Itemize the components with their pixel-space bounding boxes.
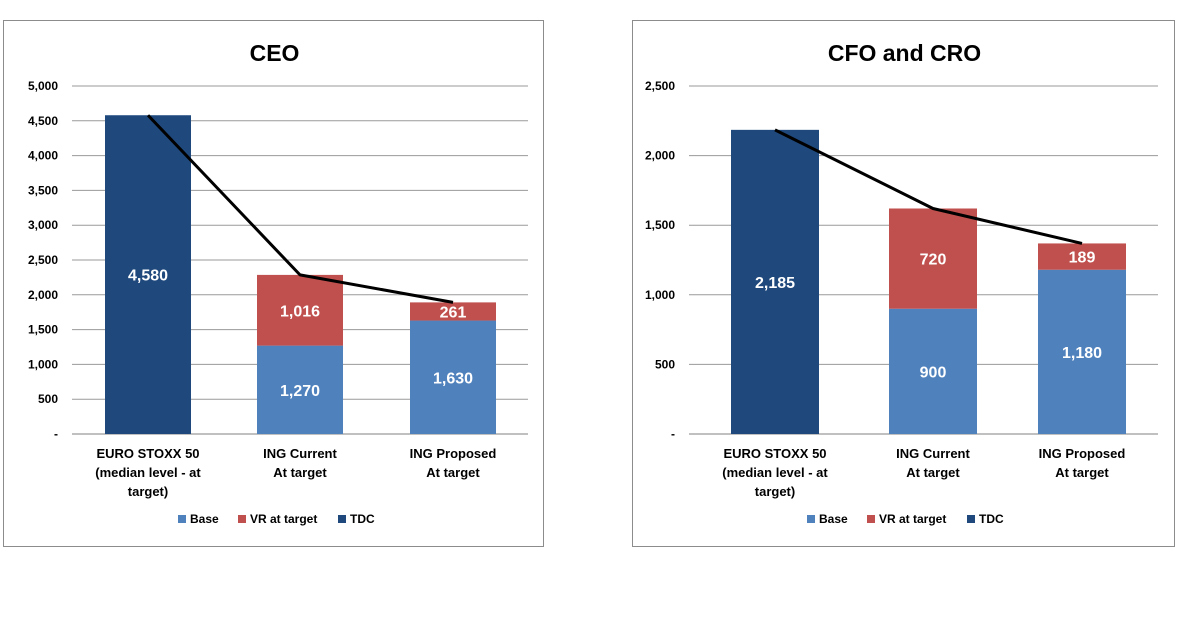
data-label: 261: [440, 304, 467, 321]
y-tick-label: 1,000: [28, 357, 58, 371]
legend-label: Base: [819, 512, 848, 526]
cfo-cro-chart-panel: CFO and CRO - 500 1,000 1,500 2,000 2,500 2,185…: [632, 20, 1175, 547]
bar-vr-at-target: [1038, 243, 1126, 270]
data-label: 1,180: [1062, 345, 1102, 362]
data-label: 720: [920, 252, 947, 269]
legend-label: TDC: [350, 512, 375, 526]
tdc-line: [146, 114, 454, 304]
category-label: (median level - at: [722, 465, 828, 480]
bar-tdc: [731, 129, 819, 434]
category-label: ING Current: [896, 446, 970, 461]
data-label: 900: [920, 364, 947, 381]
category-label: ING Proposed: [1039, 446, 1126, 461]
y-tick-label: 2,000: [28, 288, 58, 302]
y-tick-label: -: [54, 427, 58, 441]
legend-swatch: [178, 515, 186, 523]
legend-swatch: [238, 515, 246, 523]
bar-tdc: [105, 115, 191, 435]
chart-title: CEO: [250, 40, 300, 66]
y-tick-label: 2,500: [28, 253, 58, 267]
legend-swatch: [967, 515, 975, 523]
legend-label: Base: [190, 512, 219, 526]
category-label: target): [128, 484, 168, 499]
category-label: ING Proposed: [410, 446, 497, 461]
category-label: ING Current: [263, 446, 337, 461]
legend-label: VR at target: [250, 512, 317, 526]
ceo-chart: CEO - 500 1,000 1,500 2,000 2,500 3,000 3,500 4,0…: [28, 40, 528, 526]
y-tick-label: -: [671, 427, 675, 441]
cfo-cro-chart: CFO and CRO - 500 1,000 1,500 2,000 2,500 2,185…: [645, 40, 1158, 526]
y-tick-label: 3,000: [28, 218, 58, 232]
legend-label: TDC: [979, 512, 1004, 526]
y-tick-label: 4,500: [28, 114, 58, 128]
category-label: At target: [273, 465, 327, 480]
data-label: 2,185: [755, 275, 795, 292]
y-tick-label: 4,000: [28, 149, 58, 163]
bar-base: [410, 320, 496, 434]
category-label: At target: [906, 465, 960, 480]
legend-swatch: [807, 515, 815, 523]
ceo-chart-panel: CEO - 500 1,000 1,500 2,000 2,500 3,000 3,500 4,0…: [3, 20, 544, 547]
bar-base: [1038, 269, 1126, 434]
bar-base: [889, 308, 977, 434]
category-label: At target: [1055, 465, 1109, 480]
bar-vr-at-target: [257, 274, 343, 346]
data-label: 1,270: [280, 383, 320, 400]
legend-label: VR at target: [879, 512, 946, 526]
y-tick-label: 1,000: [645, 288, 675, 302]
y-tick-label: 2,500: [645, 79, 675, 93]
y-tick-label: 2,000: [645, 149, 675, 163]
legend-swatch: [867, 515, 875, 523]
category-label: (median level - at: [95, 465, 201, 480]
chart-title: CFO and CRO: [828, 40, 981, 66]
bar-vr-at-target: [889, 208, 977, 309]
bar-vr-at-target: [410, 302, 496, 321]
y-tick-label: 500: [655, 357, 675, 371]
category-label: target): [755, 484, 795, 499]
tdc-line: [774, 128, 1083, 245]
y-tick-label: 3,500: [28, 183, 58, 197]
category-label: EURO STOXX 50: [96, 446, 199, 461]
data-label: 1,016: [280, 303, 320, 320]
category-label: At target: [426, 465, 480, 480]
y-tick-label: 500: [38, 392, 58, 406]
data-label: 1,630: [433, 370, 473, 387]
y-tick-label: 1,500: [645, 218, 675, 232]
bar-base: [257, 345, 343, 434]
y-tick-label: 1,500: [28, 323, 58, 337]
data-label: 189: [1069, 250, 1096, 267]
y-tick-label: 5,000: [28, 79, 58, 93]
data-label: 4,580: [128, 268, 168, 285]
legend-swatch: [338, 515, 346, 523]
category-label: EURO STOXX 50: [723, 446, 826, 461]
